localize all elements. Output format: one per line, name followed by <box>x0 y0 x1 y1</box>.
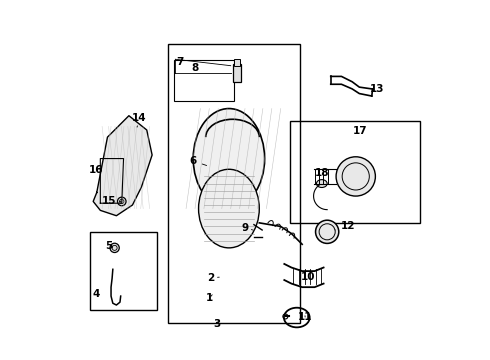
Text: 1: 1 <box>206 293 213 303</box>
Circle shape <box>336 157 375 196</box>
Circle shape <box>118 197 126 206</box>
Ellipse shape <box>198 169 259 248</box>
Ellipse shape <box>317 180 327 188</box>
Circle shape <box>110 243 119 252</box>
Text: 8: 8 <box>192 63 198 73</box>
Ellipse shape <box>193 109 265 208</box>
Bar <box>173 60 234 102</box>
Text: 7: 7 <box>176 57 184 67</box>
Bar <box>168 44 300 323</box>
Text: 12: 12 <box>335 221 355 231</box>
Text: 5: 5 <box>105 240 112 251</box>
Text: 10: 10 <box>300 272 315 282</box>
Bar <box>233 64 242 82</box>
Bar <box>90 232 157 310</box>
Bar <box>234 59 240 66</box>
Text: 11: 11 <box>298 312 312 322</box>
Text: 18: 18 <box>315 168 329 182</box>
Text: 13: 13 <box>369 85 384 94</box>
Ellipse shape <box>316 220 339 243</box>
Text: 4: 4 <box>92 289 99 299</box>
Polygon shape <box>93 116 152 216</box>
Text: 9: 9 <box>242 223 253 233</box>
Text: 15: 15 <box>102 196 121 206</box>
Text: 16: 16 <box>89 165 103 175</box>
Text: 6: 6 <box>190 156 207 166</box>
Text: 17: 17 <box>353 126 368 136</box>
Text: 14: 14 <box>132 113 147 127</box>
Text: 2: 2 <box>207 273 220 283</box>
Text: 3: 3 <box>214 319 221 329</box>
Bar <box>290 121 420 223</box>
